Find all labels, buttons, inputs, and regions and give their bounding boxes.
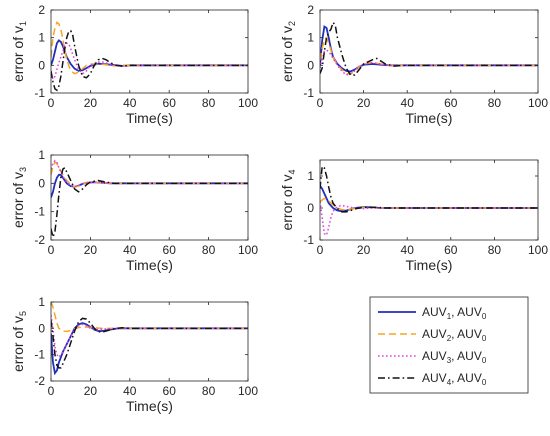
legend-label-auv1: AUV1, AUV0 [422, 305, 487, 321]
x-tick-label: 60 [444, 243, 458, 257]
x-axis-label: Time(s) [126, 110, 173, 126]
series-line-auv4 [320, 20, 538, 76]
x-tick-label: 60 [163, 243, 177, 257]
series-line-auv4 [51, 29, 248, 92]
y-tick-label: -2 [34, 233, 45, 247]
y-tick-label: -1 [303, 233, 314, 247]
series-line-auv2 [51, 302, 248, 333]
legend-label-auv2: AUV2, AUV0 [422, 327, 487, 343]
series-line-auv3 [320, 49, 538, 76]
y-tick-label: 0 [307, 58, 314, 72]
y-tick-label: -1 [34, 86, 45, 100]
x-tick-label: 0 [317, 243, 324, 257]
x-tick-label: 80 [202, 384, 216, 398]
series-line-auv2 [51, 160, 248, 188]
x-axis-label: Time(s) [126, 257, 173, 273]
series-line-auv3 [320, 201, 538, 237]
series-line-auv2 [51, 21, 248, 75]
y-axis-label: error of v1 [10, 21, 28, 82]
x-tick-label: 40 [123, 384, 137, 398]
x-tick-label: 20 [357, 243, 371, 257]
x-tick-label: 100 [528, 96, 548, 110]
y-tick-label: 2 [38, 3, 45, 17]
series-line-auv4 [51, 317, 248, 369]
x-tick-label: 40 [123, 96, 137, 110]
plot-frame [50, 301, 249, 382]
y-tick-label: 0 [38, 321, 45, 335]
x-tick-label: 20 [84, 96, 98, 110]
x-tick-label: 0 [48, 384, 55, 398]
y-axis-label: error of v5 [10, 311, 28, 372]
x-axis-label: Time(s) [406, 257, 453, 273]
series-line-auv1 [320, 25, 538, 73]
x-axis-label: Time(s) [406, 110, 453, 126]
legend-box [369, 296, 529, 394]
series-line-auv4 [51, 166, 248, 240]
y-tick-label: 1 [38, 31, 45, 45]
x-tick-label: 60 [444, 96, 458, 110]
y-tick-label: 2 [307, 3, 314, 17]
x-tick-label: 40 [401, 96, 415, 110]
x-tick-label: 20 [357, 96, 371, 110]
x-tick-label: 100 [528, 243, 548, 257]
x-tick-label: 40 [401, 243, 415, 257]
y-axis-label: error of v4 [279, 169, 297, 230]
x-tick-label: 60 [163, 96, 177, 110]
series-line-auv2 [320, 197, 538, 211]
x-tick-label: 80 [488, 243, 502, 257]
y-tick-label: -2 [34, 374, 45, 388]
legend-label-auv3: AUV3, AUV0 [422, 349, 487, 365]
x-tick-label: 20 [84, 243, 98, 257]
y-tick-label: 1 [38, 148, 45, 162]
y-tick-label: -1 [34, 205, 45, 219]
x-tick-label: 40 [123, 243, 137, 257]
x-tick-label: 20 [84, 384, 98, 398]
series-line-auv3 [51, 315, 248, 359]
x-tick-label: 80 [202, 243, 216, 257]
y-axis-label: error of v2 [279, 21, 297, 82]
series-line-auv1 [51, 173, 248, 198]
series-line-auv4 [320, 165, 538, 213]
y-tick-label: 1 [38, 295, 45, 309]
x-tick-label: 0 [48, 243, 55, 257]
x-tick-label: 0 [317, 96, 324, 110]
x-tick-label: 80 [488, 96, 502, 110]
x-tick-label: 0 [48, 96, 55, 110]
series-line-auv1 [51, 39, 248, 72]
subplot-3: 0 20 40 60 80 100 -2 -1 0 1 Time(s) error of v3 [10, 148, 258, 273]
x-tick-label: 100 [238, 96, 258, 110]
legend-label-auv4: AUV4, AUV0 [422, 371, 487, 387]
y-axis-label: error of v3 [10, 167, 28, 228]
y-tick-label: -1 [303, 86, 314, 100]
x-axis-label: Time(s) [126, 398, 173, 414]
series-line-auv2 [320, 36, 538, 75]
x-tick-label: 100 [238, 243, 258, 257]
plot-frame [50, 9, 249, 94]
y-tick-label: 0 [307, 201, 314, 215]
x-tick-label: 80 [202, 96, 216, 110]
plot-frame [319, 9, 539, 94]
legend: AUV1, AUV0 AUV2, AUV0 AUV3, AUV0 AUV4, AUV0 [369, 296, 529, 394]
y-tick-label: 1 [307, 169, 314, 183]
y-tick-label: -1 [34, 348, 45, 362]
x-tick-label: 60 [163, 384, 177, 398]
series-line-auv3 [51, 159, 248, 188]
series-line-auv1 [51, 322, 248, 376]
y-tick-label: 0 [38, 176, 45, 190]
x-tick-label: 100 [238, 384, 258, 398]
plot-frame [319, 159, 539, 241]
y-tick-label: 1 [307, 31, 314, 45]
series-line-auv3 [51, 42, 248, 81]
y-tick-label: 0 [38, 58, 45, 72]
plot-frame [50, 154, 249, 241]
subplot-5: 0 20 40 60 80 100 -2 -1 0 1 Time(s) error of v5 [10, 295, 258, 414]
